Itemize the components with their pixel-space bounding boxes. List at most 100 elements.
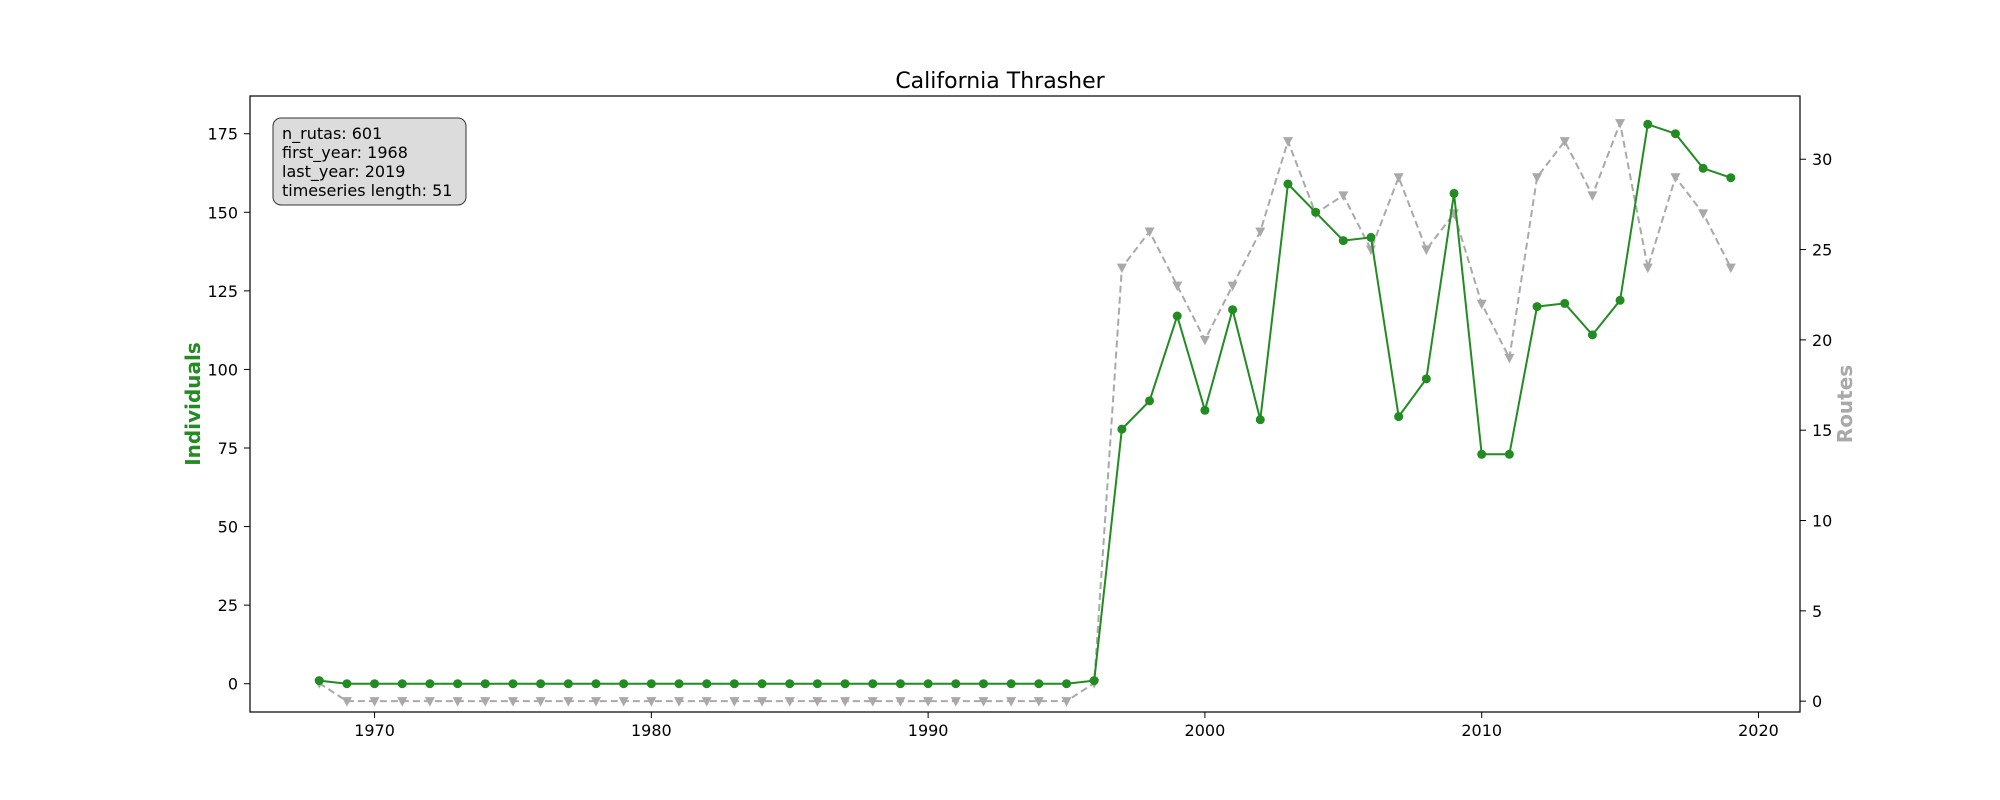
- point-routes: [784, 697, 795, 707]
- y-right-tick-label: 5: [1812, 602, 1822, 621]
- point-routes: [757, 697, 768, 707]
- point-routes: [1393, 173, 1404, 183]
- point-individuals: [1394, 412, 1404, 422]
- point-individuals: [757, 679, 767, 689]
- point-routes: [1615, 119, 1626, 129]
- y-left-tick-label: 100: [207, 360, 238, 379]
- plot-area: [249, 95, 1801, 713]
- point-routes: [812, 697, 823, 707]
- point-individuals: [840, 679, 850, 689]
- point-routes: [563, 697, 574, 707]
- y-right-tick-label: 15: [1812, 421, 1832, 440]
- point-routes: [895, 697, 906, 707]
- point-individuals: [646, 679, 656, 689]
- point-individuals: [1560, 298, 1570, 308]
- point-routes: [1559, 137, 1570, 147]
- info-line-first-year: first_year: 1968: [282, 143, 408, 163]
- y-right-tick-label: 25: [1812, 241, 1832, 260]
- point-routes: [923, 697, 934, 707]
- point-individuals: [1643, 119, 1653, 129]
- y-axis-right-label: Routes: [1833, 365, 1857, 443]
- y-left-tick-label: 0: [228, 675, 238, 694]
- point-routes: [729, 697, 740, 707]
- point-individuals: [1338, 236, 1348, 246]
- y-axis-right: 0 5 10 15 20 25 30: [1800, 150, 1832, 711]
- point-routes: [646, 697, 657, 707]
- point-routes: [1532, 173, 1543, 183]
- point-individuals: [1698, 163, 1708, 173]
- point-routes: [535, 697, 546, 707]
- point-individuals: [1670, 129, 1680, 139]
- info-line-length: timeseries length: 51: [282, 181, 452, 200]
- point-individuals: [1449, 188, 1459, 198]
- point-individuals: [453, 679, 463, 689]
- x-tick-label: 2010: [1461, 721, 1502, 740]
- point-routes: [1670, 173, 1681, 183]
- point-individuals: [1062, 679, 1072, 689]
- series-layer: [314, 119, 1736, 707]
- point-routes: [1144, 227, 1155, 237]
- point-individuals: [342, 679, 352, 689]
- y-left-tick-label: 50: [218, 518, 238, 537]
- info-line-last-year: last_year: 2019: [282, 162, 405, 182]
- point-routes: [397, 697, 408, 707]
- point-routes: [1255, 227, 1266, 237]
- point-individuals: [508, 679, 518, 689]
- point-individuals: [1255, 415, 1265, 425]
- point-individuals: [812, 679, 822, 689]
- point-individuals: [978, 679, 988, 689]
- y-left-tick-label: 150: [207, 203, 238, 222]
- x-tick-label: 2000: [1185, 721, 1226, 740]
- point-routes: [867, 697, 878, 707]
- point-routes: [1061, 697, 1072, 707]
- point-routes: [341, 697, 352, 707]
- x-axis: 1970 1980 1990 2000 2010 2020: [354, 712, 1779, 740]
- point-individuals: [370, 679, 380, 689]
- point-routes: [1698, 209, 1709, 219]
- point-routes: [1033, 697, 1044, 707]
- y-axis-left: 0 25 50 75 100 125 150 175: [207, 125, 250, 694]
- info-box: n_rutas: 601 first_year: 1968 last_year:…: [272, 117, 467, 206]
- point-individuals: [729, 679, 739, 689]
- info-box-frame: [272, 117, 467, 206]
- point-individuals: [1228, 305, 1238, 315]
- point-individuals: [425, 679, 435, 689]
- point-individuals: [1034, 679, 1044, 689]
- point-individuals: [591, 679, 601, 689]
- point-routes: [1172, 281, 1183, 292]
- x-tick-label: 2020: [1738, 721, 1779, 740]
- y-right-tick-label: 0: [1812, 692, 1822, 711]
- point-routes: [1199, 335, 1210, 346]
- point-individuals: [1421, 374, 1431, 384]
- point-individuals: [951, 679, 961, 689]
- point-routes: [1282, 137, 1293, 147]
- y-left-tick-label: 75: [218, 439, 238, 458]
- y-right-tick-label: 30: [1812, 150, 1832, 169]
- point-routes: [1227, 281, 1238, 292]
- y-axis-left-label: Individuals: [181, 342, 205, 466]
- point-individuals: [563, 679, 573, 689]
- point-individuals: [1006, 679, 1016, 689]
- point-individuals: [1477, 449, 1487, 459]
- point-individuals: [702, 679, 712, 689]
- point-individuals: [1117, 424, 1127, 434]
- point-individuals: [1311, 207, 1321, 217]
- chart-title: California Thrasher: [895, 69, 1105, 94]
- point-routes: [424, 697, 435, 707]
- y-right-tick-label: 20: [1812, 331, 1832, 350]
- point-routes: [507, 697, 518, 707]
- y-left-tick-label: 25: [218, 596, 238, 615]
- point-individuals: [1615, 295, 1625, 305]
- point-individuals: [1283, 179, 1293, 189]
- point-routes: [978, 697, 989, 707]
- point-routes: [480, 697, 491, 707]
- point-routes: [1476, 299, 1487, 310]
- y-right-tick-label: 10: [1812, 512, 1832, 531]
- point-routes: [618, 697, 629, 707]
- point-routes: [1338, 191, 1349, 201]
- point-routes: [674, 697, 685, 707]
- point-individuals: [536, 679, 546, 689]
- point-individuals: [1504, 449, 1514, 459]
- point-routes: [590, 697, 601, 707]
